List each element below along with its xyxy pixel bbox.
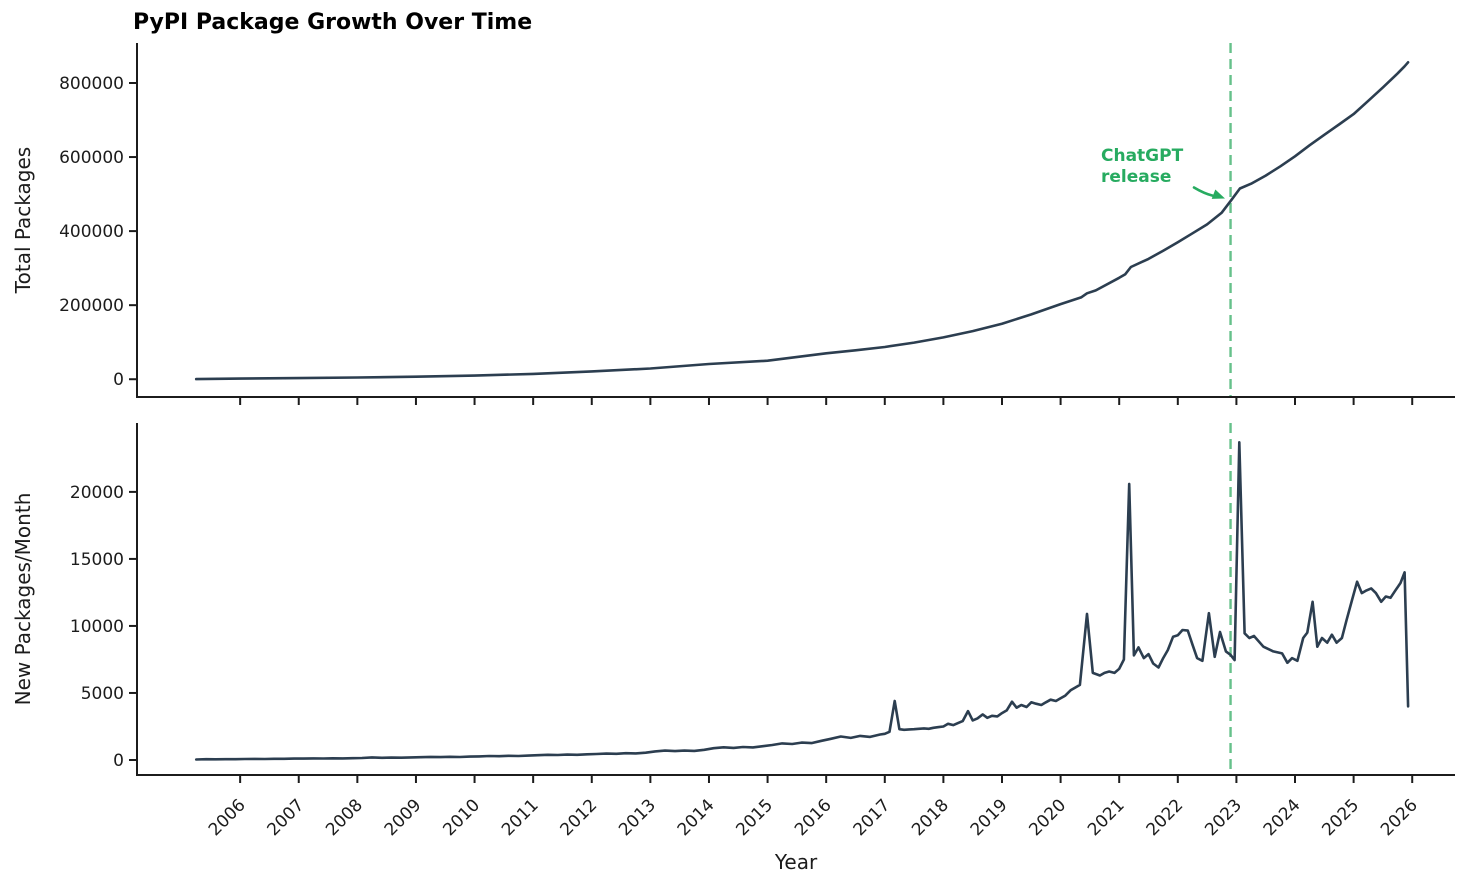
x-tick-label: 2022 — [1143, 795, 1188, 840]
y-tick-label: 15000 — [70, 550, 124, 570]
y-tick-label: 0 — [113, 751, 124, 771]
y-tick-label: 20000 — [70, 483, 124, 503]
total-packages-line — [194, 60, 1410, 381]
y-axis-label: Total Packages — [11, 147, 35, 294]
y-tick-label: 0 — [113, 370, 124, 390]
y-tick-label: 800000 — [59, 74, 124, 94]
x-tick-label: 2007 — [264, 795, 309, 840]
y-tick-label: 10000 — [70, 617, 124, 637]
x-tick-label: 2023 — [1201, 795, 1246, 840]
x-tick-label: 2015 — [732, 795, 777, 840]
annotation-arrow-head — [1211, 189, 1225, 199]
x-tick-label: 2020 — [1025, 795, 1070, 840]
y-axis-label: New Packages/Month — [11, 493, 35, 706]
x-tick-label: 2024 — [1260, 795, 1305, 840]
x-tick-label: 2012 — [557, 795, 602, 840]
annotation-arrow-shaft — [1192, 186, 1215, 198]
x-tick-label: 2013 — [615, 795, 660, 840]
new-packages-per-month-line — [194, 440, 1410, 761]
x-tick-label: 2016 — [791, 795, 836, 840]
x-tick-label: 2006 — [205, 795, 250, 840]
x-tick-label: 2021 — [1084, 795, 1129, 840]
x-tick-label: 2019 — [967, 795, 1012, 840]
y-tick-label: 600000 — [59, 148, 124, 168]
chatgpt-annotation-line2: release — [1101, 167, 1172, 188]
x-tick-label: 2025 — [1318, 795, 1363, 840]
x-tick-label: 2009 — [381, 795, 426, 840]
x-tick-label: 2014 — [674, 795, 719, 840]
chatgpt-annotation-line1: ChatGPT — [1101, 146, 1184, 166]
y-tick-label: 400000 — [59, 222, 124, 242]
x-axis-label: Year — [774, 850, 818, 874]
chatgpt-annotation: ChatGPT release — [1101, 146, 1183, 188]
x-tick-label: 2010 — [439, 795, 484, 840]
x-tick-label: 2018 — [908, 795, 953, 840]
x-tick-label: 2008 — [322, 795, 367, 840]
x-tick-label: 2011 — [498, 795, 543, 840]
x-tick-label: 2026 — [1377, 795, 1422, 840]
y-tick-label: 5000 — [81, 684, 124, 704]
y-tick-label: 200000 — [59, 296, 124, 316]
x-tick-label: 2017 — [850, 795, 895, 840]
chart-title: PyPI Package Growth Over Time — [133, 10, 533, 35]
